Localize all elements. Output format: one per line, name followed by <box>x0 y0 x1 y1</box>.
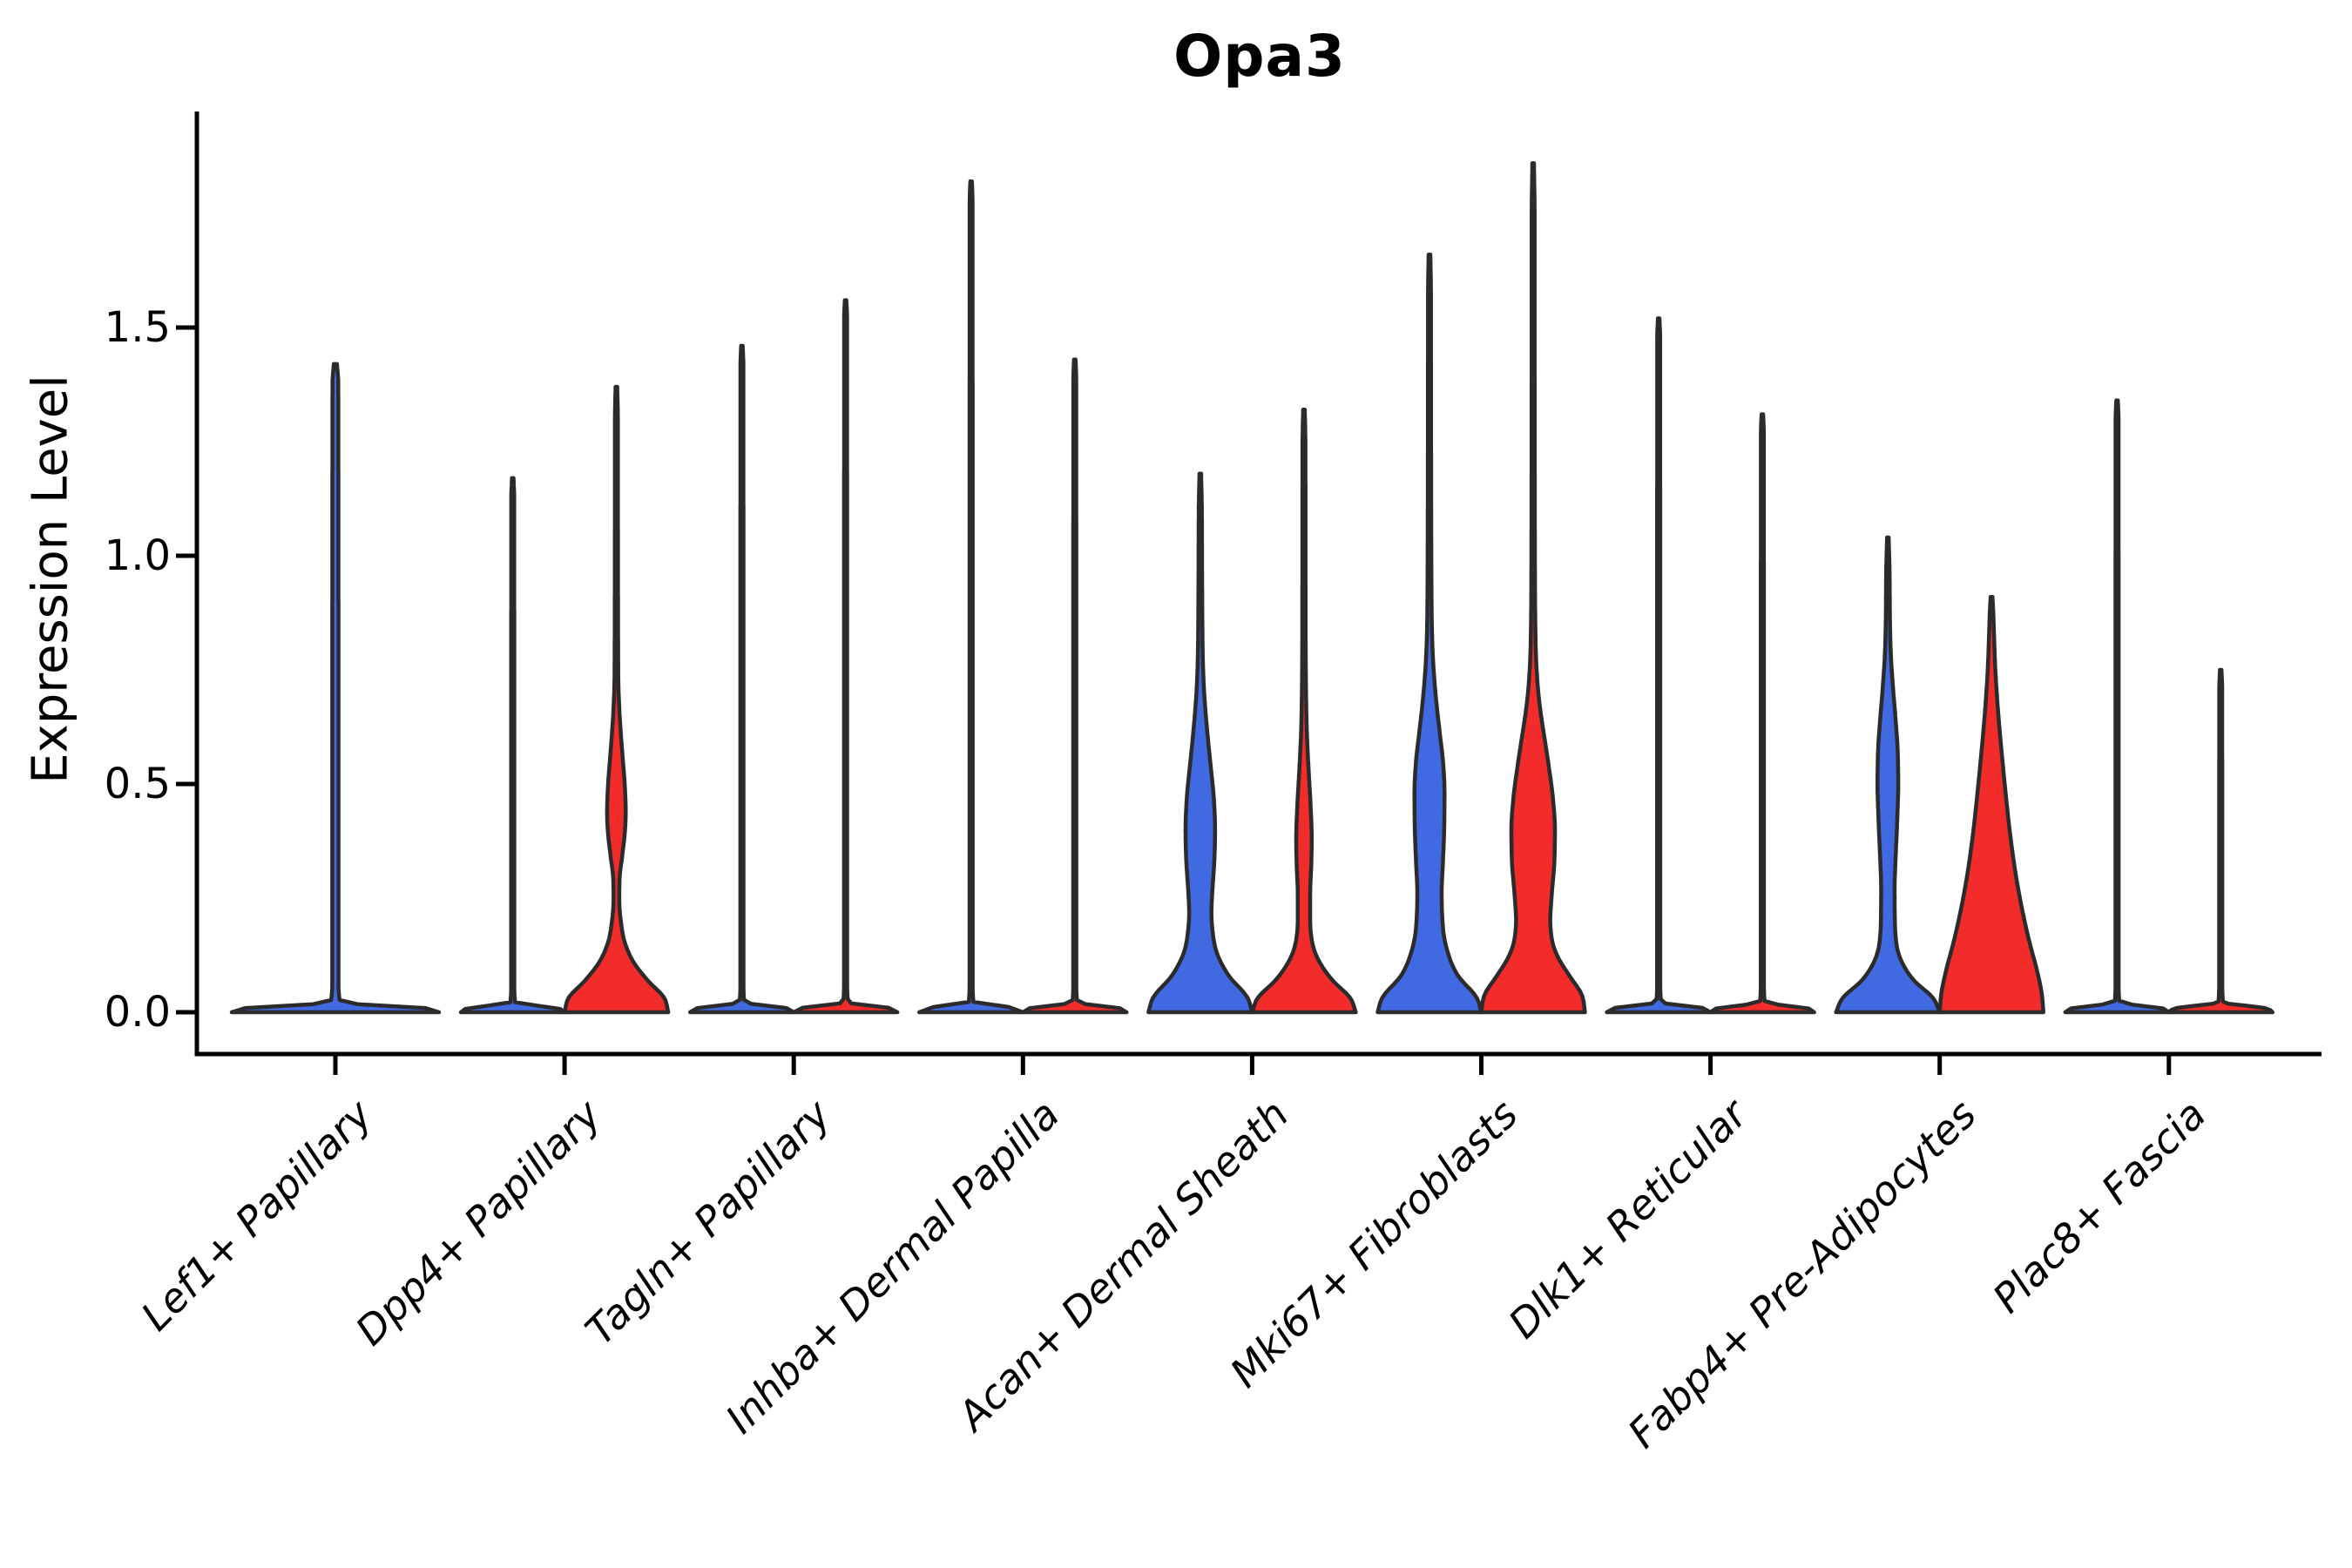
violin-mki67-fibroblasts-red-right <box>1479 161 1587 1015</box>
violin-dlk1-reticular-red-right <box>1708 412 1816 1015</box>
y-tick-label-1.0: 1.0 <box>104 531 171 580</box>
y-tick-label-0.0: 0.0 <box>104 988 171 1037</box>
violin-dlk1-reticular-blue-left <box>1605 316 1713 1015</box>
y-tick-label-0.5: 0.5 <box>104 760 171 808</box>
violin-plac8-fascia-red-right <box>2166 667 2275 1015</box>
y-axis-title: Expression Level <box>22 375 79 784</box>
violin-inhba-dermal-papilla-blue-left <box>917 179 1025 1015</box>
violin-tagln-papillary-red-right <box>791 298 900 1015</box>
violin-fabp4-pre-adipocytes-red-right <box>1937 594 2045 1015</box>
violin-acan-dermal-sheath-red-right <box>1250 408 1358 1015</box>
chart-title: Opa3 <box>1173 23 1346 90</box>
violin-dpp4-papillary-blue-left <box>458 476 567 1015</box>
y-tick-label-1.5: 1.5 <box>104 303 171 352</box>
violin-inhba-dermal-papilla-red-right <box>1021 357 1129 1015</box>
violin-tagln-papillary-blue-left <box>687 343 796 1015</box>
violin-dpp4-papillary-red-right <box>562 384 671 1015</box>
violin-acan-dermal-sheath-blue-left <box>1146 471 1254 1015</box>
violin-lef1-papillary-blue-center <box>229 362 442 1015</box>
violin-mki67-fibroblasts-blue-left <box>1375 252 1484 1015</box>
violin-fabp4-pre-adipocytes-blue-left <box>1834 535 1942 1015</box>
violin-plac8-fascia-blue-left <box>2063 398 2172 1015</box>
